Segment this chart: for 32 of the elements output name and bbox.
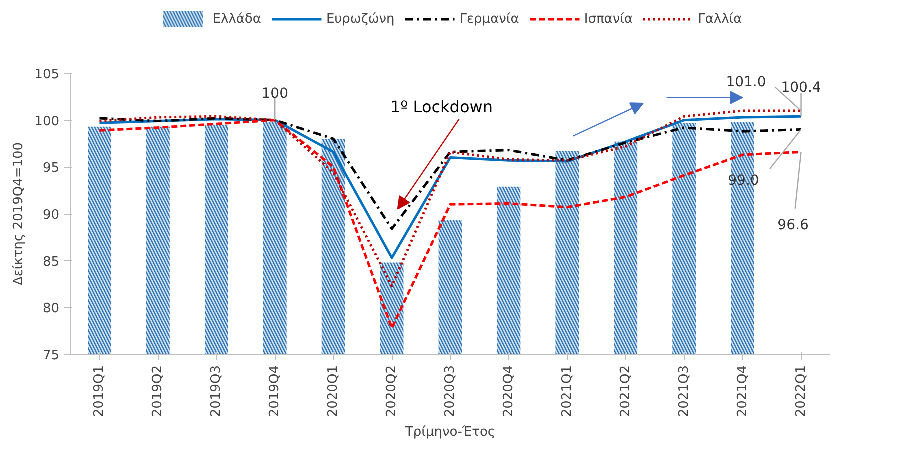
y-tick-label: 90 bbox=[42, 208, 60, 223]
x-axis-title: Τρίμηνο-Έτος bbox=[404, 425, 496, 440]
y-axis-title: Δείκτης 2019Q4=100 bbox=[12, 142, 27, 286]
annotation: 101.0 bbox=[726, 74, 766, 90]
x-tick-label: 2022Q1 bbox=[794, 365, 809, 418]
annotation: 96.6 bbox=[778, 218, 809, 234]
x-tick-label: 2020Q1 bbox=[326, 365, 342, 418]
y-tick-label: 75 bbox=[42, 348, 60, 364]
y-tick-label: 105 bbox=[34, 68, 60, 82]
x-tick-label: 2020Q2 bbox=[384, 365, 400, 418]
x-tick-label: 2021Q1 bbox=[560, 365, 575, 418]
legend-label: Ελλάδα bbox=[212, 12, 262, 26]
annotation: 100 bbox=[262, 86, 288, 102]
x-tick-label: 2019Q4 bbox=[268, 365, 283, 418]
x-tick-label: 2020Q3 bbox=[443, 365, 458, 418]
legend-label: Ισπανία bbox=[584, 12, 634, 26]
x-tick-label: 2019Q1 bbox=[92, 365, 108, 418]
y-tick-label: 95 bbox=[42, 161, 60, 176]
x-tick-label: 2019Q2 bbox=[150, 365, 166, 418]
y-tick-label: 100 bbox=[34, 114, 60, 130]
legend-label: Ευρωζώνη bbox=[326, 12, 395, 26]
y-tick-label: 85 bbox=[42, 254, 60, 270]
x-tick-label: 2019Q3 bbox=[209, 365, 224, 418]
x-tick-label: 2021Q2 bbox=[618, 365, 634, 418]
annotation: 1º Lockdown bbox=[390, 98, 493, 117]
x-tick-label: 2021Q4 bbox=[735, 365, 750, 418]
y-tick-label: 80 bbox=[42, 302, 60, 317]
x-tick-label: 2021Q3 bbox=[676, 365, 692, 418]
annotation: 100.4 bbox=[781, 80, 822, 96]
x-tick-label: 2020Q4 bbox=[501, 365, 516, 418]
legend-label: Γαλλία bbox=[698, 12, 742, 26]
legend-label: Γερμανία bbox=[460, 12, 520, 26]
